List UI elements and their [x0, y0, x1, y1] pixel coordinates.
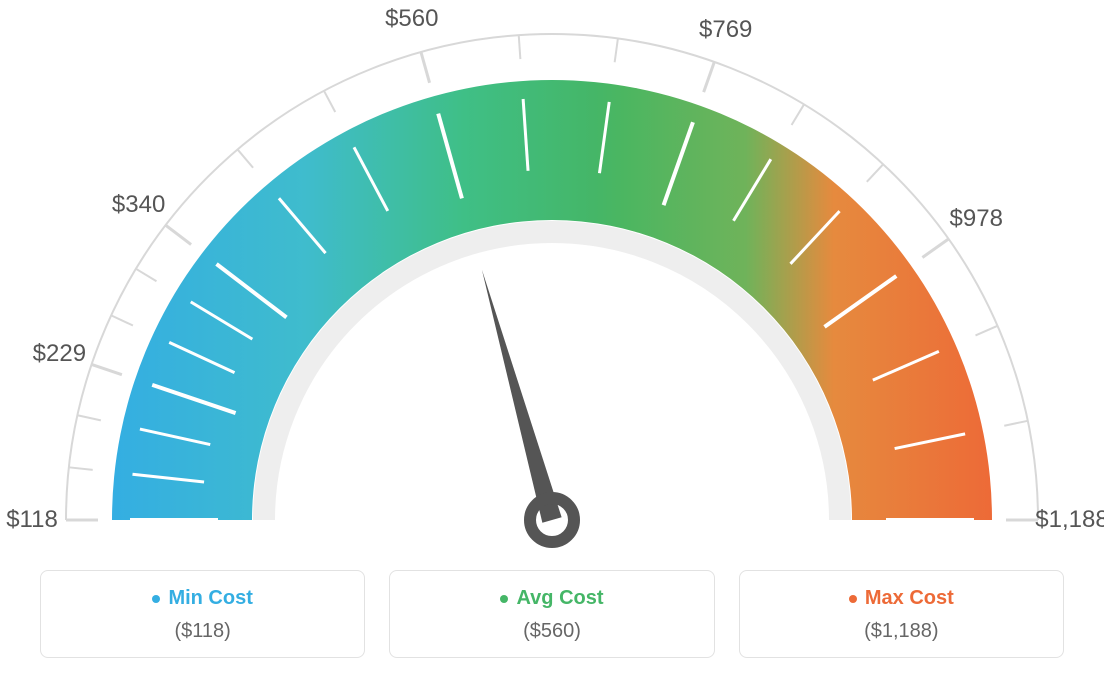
legend-label-min: Min Cost [168, 587, 252, 610]
legend-row: Min Cost ($118) Avg Cost ($560) Max Cost… [0, 570, 1104, 658]
gauge-chart: $118 $229 $340 $560 $769 $978 $1,188 [0, 0, 1104, 560]
legend-value-avg: ($560) [400, 620, 703, 643]
legend-label-avg: Avg Cost [516, 587, 603, 610]
legend-dot-avg [500, 595, 508, 603]
gauge-tick-label: $769 [699, 16, 752, 44]
legend-value-max: ($1,188) [750, 620, 1053, 643]
legend-title-avg: Avg Cost [500, 587, 603, 610]
gauge-tick-label: $978 [950, 205, 1003, 233]
gauge-tick-label: $340 [112, 191, 165, 219]
gauge-tick-label: $118 [6, 506, 58, 534]
legend-label-max: Max Cost [865, 587, 954, 610]
legend-dot-max [849, 595, 857, 603]
gauge-tick-label: $560 [385, 5, 438, 33]
legend-card-min: Min Cost ($118) [40, 570, 365, 658]
legend-title-min: Min Cost [152, 587, 252, 610]
legend-value-min: ($118) [51, 620, 354, 643]
legend-title-max: Max Cost [849, 587, 954, 610]
gauge-tick-label: $1,188 [1035, 506, 1104, 534]
gauge-tick-label: $229 [33, 340, 86, 368]
legend-card-avg: Avg Cost ($560) [389, 570, 714, 658]
legend-card-max: Max Cost ($1,188) [739, 570, 1064, 658]
legend-dot-min [152, 595, 160, 603]
